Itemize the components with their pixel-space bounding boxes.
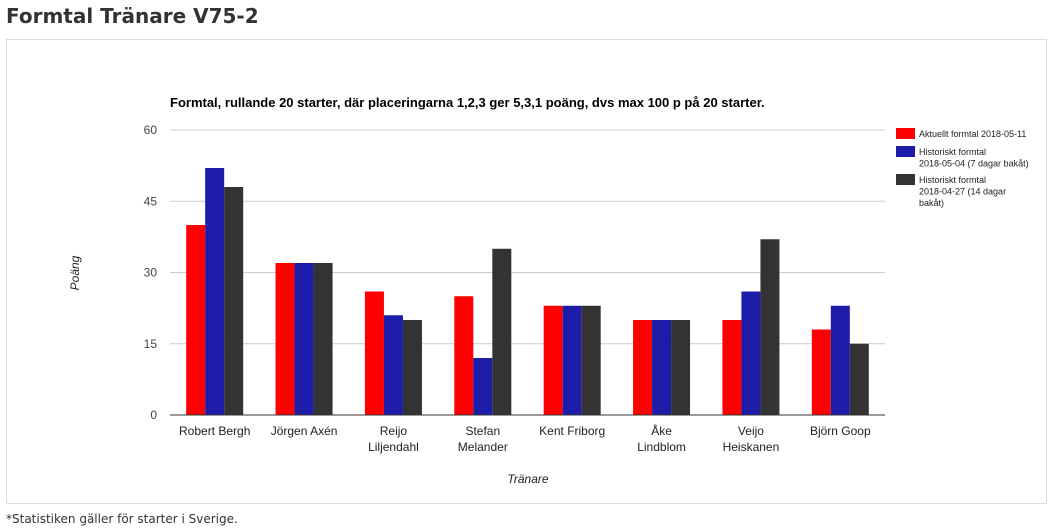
x-tick-label-line: Liljendahl <box>368 440 419 454</box>
page-title: Formtal Tränare V75-2 <box>6 4 259 28</box>
bar <box>186 225 205 415</box>
x-tick-label-line: Åke <box>651 423 672 438</box>
bar <box>276 263 295 415</box>
x-tick-label: Stefan Melander <box>458 424 508 454</box>
chart-title: Formtal, rullande 20 starter, där placer… <box>170 95 765 110</box>
x-tick-label-line: Heiskanen <box>723 440 780 454</box>
legend-swatch <box>896 128 915 139</box>
x-tick-label-line: Stefan <box>465 424 500 438</box>
legend-label: Historiskt formtal 2018-05-04 (7 dagar ba… <box>919 147 1029 169</box>
bar <box>741 292 760 416</box>
bar <box>831 306 850 415</box>
chart-panel: Formtal, rullande 20 starter, där placer… <box>6 39 1047 504</box>
bar <box>633 320 652 415</box>
legend-label-line: 2018-05-04 (7 dagar bakåt) <box>919 159 1029 169</box>
x-tick-label-line: Jörgen Axén <box>271 424 338 438</box>
x-tick-label: Jörgen Axén <box>271 424 338 438</box>
x-tick-label: Kent Friborg <box>539 424 605 438</box>
x-tick-label-line: Lindblom <box>637 440 686 454</box>
legend-label-line: 2018-04-27 (14 dagar <box>919 187 1006 197</box>
footnote: *Statistiken gäller för starter i Sverig… <box>6 512 238 526</box>
legend-swatch <box>896 146 915 157</box>
bar <box>582 306 601 415</box>
y-tick-label: 45 <box>144 194 158 208</box>
x-tick-label-line: Kent Friborg <box>539 424 605 438</box>
bar <box>850 344 869 415</box>
bar <box>224 187 243 415</box>
legend-label: Aktuellt formtal 2018-05-11 <box>919 129 1026 139</box>
bar <box>205 168 224 415</box>
x-tick-label-line: Reijo <box>380 424 408 438</box>
y-axis-title: Poäng <box>68 255 82 290</box>
legend-label-line: Historiskt formtal <box>919 147 986 157</box>
x-tick-label: Björn Goop <box>810 424 871 438</box>
x-tick-label-line: Melander <box>458 440 508 454</box>
bar <box>492 249 511 415</box>
legend-item: Historiskt formtal 2018-05-04 (7 dagar ba… <box>896 146 1029 169</box>
bar <box>295 263 314 415</box>
legend-label: Historiskt formtal 2018-04-27 (14 dagar ba… <box>919 175 1006 208</box>
legend-label-line: Aktuellt formtal 2018-05-11 <box>919 129 1026 139</box>
x-tick-label-line: Robert Bergh <box>179 424 250 438</box>
legend-swatch <box>896 174 915 185</box>
x-axis-ticks: Robert Bergh Jörgen Axén Reijo Liljendahl St… <box>179 423 871 454</box>
bar <box>544 306 563 415</box>
bar <box>563 306 582 415</box>
bar <box>760 239 779 415</box>
bar <box>812 330 831 416</box>
chart: Formtal, rullande 20 starter, där placer… <box>7 40 1048 505</box>
legend-item: Aktuellt formtal 2018-05-11 <box>896 128 1026 139</box>
y-tick-label: 30 <box>144 266 158 280</box>
bar <box>314 263 333 415</box>
bars <box>170 168 885 415</box>
x-tick-label: Robert Bergh <box>179 424 250 438</box>
legend-item: Historiskt formtal 2018-04-27 (14 dagar ba… <box>896 174 1006 208</box>
x-axis-title: Tränare <box>507 472 548 486</box>
legend-label-line: Historiskt formtal <box>919 175 986 185</box>
bar <box>403 320 422 415</box>
y-tick-label: 15 <box>144 337 158 351</box>
bar <box>365 292 384 416</box>
bar <box>652 320 671 415</box>
y-tick-label: 60 <box>144 123 158 137</box>
legend-label-line: bakåt) <box>919 198 944 208</box>
x-tick-label: Reijo Liljendahl <box>368 424 419 454</box>
legend: Aktuellt formtal 2018-05-11 Historiskt fo… <box>896 128 1029 208</box>
x-tick-label-line: Björn Goop <box>810 424 871 438</box>
bar <box>473 358 492 415</box>
bar <box>671 320 690 415</box>
x-tick-label: Åke Lindblom <box>637 423 686 454</box>
y-tick-label: 0 <box>150 408 157 422</box>
bar <box>454 296 473 415</box>
bar <box>722 320 741 415</box>
x-tick-label: Veijo Heiskanen <box>723 424 780 454</box>
bar <box>384 315 403 415</box>
y-axis-ticks: 0 15 30 45 60 <box>144 123 158 422</box>
x-tick-label-line: Veijo <box>738 424 764 438</box>
